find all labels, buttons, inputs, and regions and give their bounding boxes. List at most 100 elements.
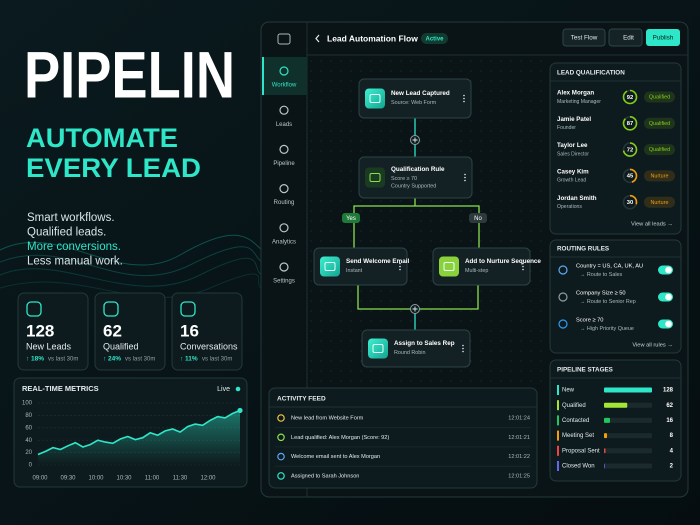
button[interactable] xyxy=(646,29,680,46)
button-label[interactable]: Test Flow xyxy=(571,35,598,42)
view-link[interactable]: View all leads → xyxy=(631,222,673,228)
y-tick-label: 100 xyxy=(22,401,33,407)
node-title: Assign to Sales Rep xyxy=(394,340,455,347)
back-chevron xyxy=(315,34,320,43)
activity-icon xyxy=(277,414,285,422)
rule-icon xyxy=(558,292,568,302)
view-link[interactable]: View all rules → xyxy=(632,343,673,349)
activity-time: 12:01:24 xyxy=(508,415,530,421)
rule-action: → High Priority Queue xyxy=(580,326,634,332)
routing-card xyxy=(549,239,682,354)
nav-active xyxy=(262,57,307,95)
score-text: 92 xyxy=(627,95,633,101)
activity-icon xyxy=(277,472,285,480)
add-plus xyxy=(412,306,418,312)
node-icon xyxy=(368,338,388,359)
node-menu xyxy=(399,268,401,271)
nav-label[interactable]: Analytics xyxy=(272,239,296,245)
tagline: More conversions. xyxy=(27,241,121,253)
node-detail: Multi-step xyxy=(465,268,488,274)
node-icon xyxy=(320,256,340,277)
activity-text: Lead qualified: Alex Morgan (Score: 92) xyxy=(291,435,389,441)
score-text: 72 xyxy=(627,147,633,153)
node-menu xyxy=(462,347,464,350)
nav-label[interactable]: Workflow xyxy=(272,83,297,89)
stage-marker xyxy=(557,400,559,411)
status-badge xyxy=(644,170,675,182)
stat-label: New Leads xyxy=(26,341,72,351)
node-menu xyxy=(522,268,524,271)
toggle-knob xyxy=(665,293,672,301)
x-tick-label: 09:00 xyxy=(32,476,48,482)
activity-title: ACTIVITY FEED xyxy=(277,396,326,403)
stat-change: ↑ 18% xyxy=(26,356,44,363)
status-badge xyxy=(644,117,675,129)
score-ring xyxy=(622,142,638,157)
y-tick-label: 60 xyxy=(25,425,32,431)
status-text: Active xyxy=(425,36,444,42)
node-menu xyxy=(464,173,466,176)
x-tick-label: 10:00 xyxy=(88,476,104,482)
rule-condition: Country = US, CA, UK, AU xyxy=(576,264,643,270)
rule-condition: Company Size ≥ 50 xyxy=(576,291,626,297)
stage-count: 16 xyxy=(666,418,673,424)
stage-bar xyxy=(604,402,628,408)
live-dot xyxy=(235,386,241,392)
stage-bar xyxy=(604,448,606,454)
node-detail: Round Robin xyxy=(394,350,425,356)
node-menu xyxy=(462,344,464,347)
score-ring xyxy=(622,116,638,131)
stage-count: 4 xyxy=(670,448,674,454)
headline: EVERY LEAD xyxy=(26,153,201,183)
node-menu xyxy=(464,179,466,182)
stage-track xyxy=(604,448,652,454)
flow-node[interactable] xyxy=(361,329,471,368)
score-text: 45 xyxy=(627,174,634,180)
rule-icon xyxy=(558,265,568,275)
node-menu xyxy=(463,100,465,103)
y-tick-label: 40 xyxy=(25,438,32,444)
stage-name: Contacted xyxy=(562,418,589,424)
flow-node[interactable] xyxy=(358,78,472,119)
metric-endpoint xyxy=(237,407,243,414)
activity-card xyxy=(268,387,538,489)
toggle-knob xyxy=(665,320,672,328)
stat-value: 62 xyxy=(103,321,122,340)
add-plus xyxy=(412,137,418,143)
node-icon-glyph xyxy=(443,262,455,271)
x-tick-label: 11:30 xyxy=(173,476,188,482)
stat-value: 16 xyxy=(180,321,199,340)
button-label[interactable]: Publish xyxy=(653,35,674,42)
card-title: LEAD QUALIFICATION xyxy=(557,70,625,77)
rule-action: → Route to Sales xyxy=(580,272,623,278)
activity-time: 12:01:25 xyxy=(508,473,530,479)
flow-node[interactable] xyxy=(358,156,473,199)
lead-name: Casey Kim xyxy=(557,169,589,176)
nav-label[interactable]: Routing xyxy=(274,200,295,206)
branch-label: Yes xyxy=(346,216,356,222)
node-icon-glyph xyxy=(369,173,381,182)
nav-label[interactable]: Leads xyxy=(276,122,292,128)
flow-title: Lead Automation Flow xyxy=(327,33,418,43)
stage-bar xyxy=(604,387,652,393)
button[interactable] xyxy=(562,28,606,47)
button[interactable] xyxy=(608,28,643,47)
lead-role: Marketing Manager xyxy=(557,99,601,105)
node-menu xyxy=(399,262,401,265)
nav-icon xyxy=(279,144,289,154)
tagline: Qualified leads. xyxy=(27,227,106,239)
x-tick-label: 11:00 xyxy=(145,476,160,482)
status-text: Nurture xyxy=(651,200,669,206)
stage-count: 62 xyxy=(666,403,673,409)
metrics-title: REAL-TIME METRICS xyxy=(22,384,99,393)
nav-label[interactable]: Settings xyxy=(273,279,295,285)
rule-condition: Score ≥ 70 xyxy=(576,318,603,324)
branch-label: No xyxy=(474,216,482,222)
node-menu xyxy=(463,94,465,97)
node-title: Qualification Rule xyxy=(391,166,445,173)
button-label[interactable]: Edit xyxy=(623,35,634,42)
nav-label[interactable]: Pipeline xyxy=(273,161,295,167)
lead-role: Sales Director xyxy=(557,151,589,157)
connector xyxy=(353,205,415,248)
